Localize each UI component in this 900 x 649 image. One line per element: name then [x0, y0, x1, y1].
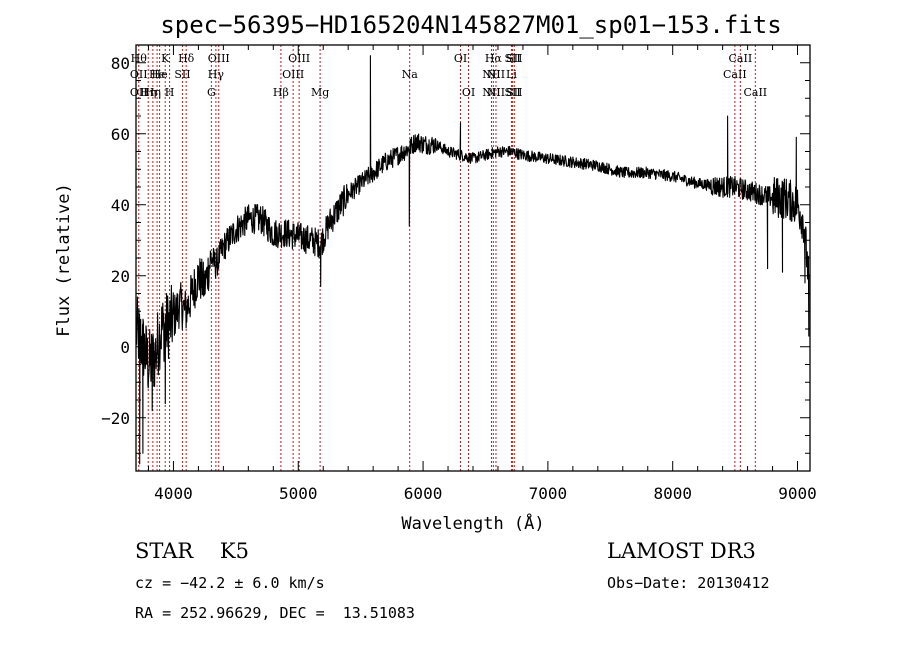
y-tick-label: 20: [111, 267, 130, 286]
line-marker-label: NII: [482, 68, 500, 81]
object-class: STAR K5: [135, 539, 249, 563]
x-axis-label: Wavelength (Å): [401, 512, 544, 534]
x-tick-label: 9000: [778, 484, 817, 503]
y-tick-label: −20: [101, 409, 130, 428]
line-marker-label: H: [165, 86, 175, 99]
spectrum-line: [135, 55, 810, 465]
line-marker-label: SII: [504, 52, 520, 65]
line-marker-label: CaII: [743, 86, 767, 99]
plot-frame: [135, 44, 811, 472]
line-marker-label: SII: [506, 86, 522, 99]
line-marker-label: Hγ: [208, 68, 225, 81]
line-marker-label: Hη: [145, 86, 161, 99]
line-marker-label: SII: [504, 86, 520, 99]
emission-line-labels: HθOIIOIIHηHηHeHeKHSIIHδGHγOIIIHβOIIIOIII…: [130, 52, 767, 99]
line-marker-label: Hθ: [131, 52, 148, 65]
line-marker-label: G: [207, 86, 216, 99]
line-marker-label: CaII: [729, 52, 753, 65]
x-tick-label: 6000: [404, 484, 443, 503]
x-axis: 4000 5000 6000 7000 8000 9000: [147, 45, 817, 503]
line-marker-label: CaII: [723, 68, 747, 81]
emission-line-markers: [138, 45, 756, 471]
line-marker-label: OII: [130, 68, 148, 81]
line-marker-label: Mg: [311, 86, 329, 99]
y-axis: −20 0 20 40 60 80: [101, 54, 810, 454]
line-marker-label: He: [149, 68, 165, 81]
line-marker-label: Hα: [485, 52, 503, 65]
line-marker-label: SII: [506, 52, 522, 65]
line-marker-label: Hβ: [273, 86, 289, 99]
survey-name: LAMOST DR3: [607, 539, 756, 563]
observation-date: Obs−Date: 20130412: [607, 574, 770, 592]
x-tick-label: 4000: [154, 484, 193, 503]
line-marker-label: OII: [130, 86, 148, 99]
line-marker-label: OIII: [282, 68, 304, 81]
line-marker-label: OIII: [208, 52, 230, 65]
line-marker-label: OIII: [288, 52, 310, 65]
y-tick-label: 80: [111, 54, 130, 73]
y-axis-label: Flux (relative): [54, 183, 74, 337]
line-marker-label: NII: [487, 86, 505, 99]
line-marker-label: K: [161, 52, 170, 65]
x-tick-label: 7000: [529, 484, 568, 503]
line-marker-label: SII: [174, 68, 190, 81]
line-marker-label: Hη: [140, 86, 156, 99]
line-marker-label: Na: [402, 68, 419, 81]
redshift-cz: cz = −42.2 ± 6.0 km/s: [135, 574, 325, 592]
line-marker-label: NII: [487, 68, 505, 81]
line-marker-label: NII: [482, 86, 500, 99]
y-tick-label: 40: [111, 196, 130, 215]
line-marker-label: He: [152, 68, 168, 81]
line-marker-label: Li: [506, 68, 517, 81]
x-tick-label: 8000: [653, 484, 692, 503]
line-marker-label: OI: [462, 86, 475, 99]
y-tick-label: 60: [111, 125, 130, 144]
y-tick-label: 0: [120, 338, 130, 357]
x-tick-label: 5000: [279, 484, 318, 503]
line-marker-label: OI: [454, 52, 467, 65]
coordinates: RA = 252.96629, DEC = 13.51083: [135, 604, 415, 622]
chart-title: spec−56395−HD165204N145827M01_sp01−153.f…: [160, 11, 781, 39]
line-marker-label: Hδ: [178, 52, 195, 65]
